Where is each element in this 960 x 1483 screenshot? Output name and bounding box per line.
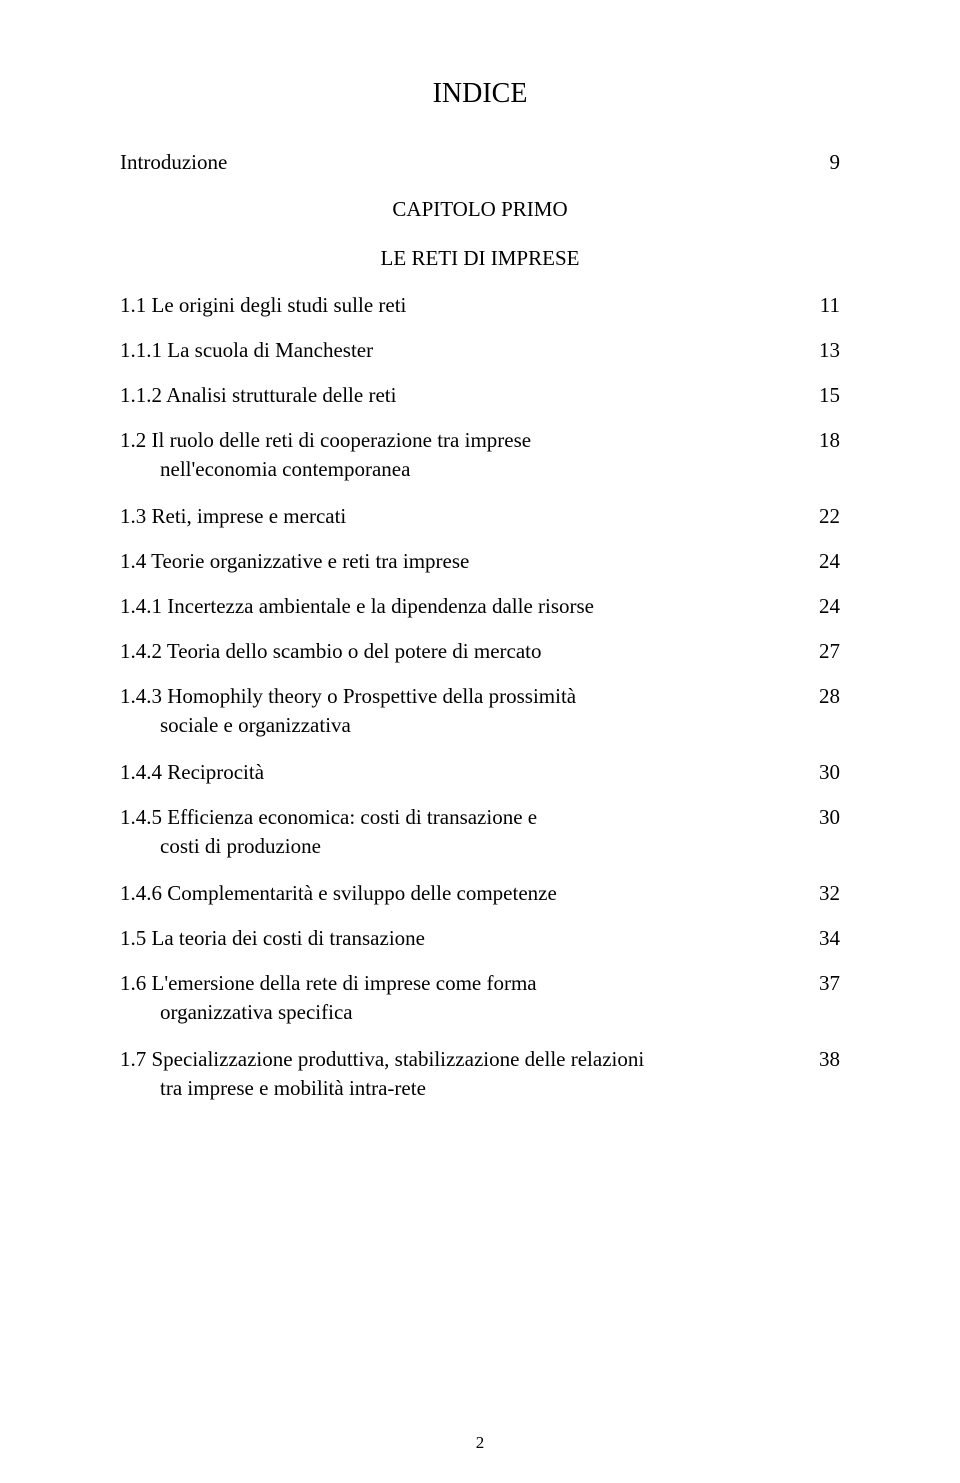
toc-entry: 1.3 Reti, imprese e mercati22: [120, 506, 840, 527]
toc-label: 1.2 Il ruolo delle reti di cooperazione …: [120, 430, 800, 451]
toc-page: 22: [800, 506, 840, 527]
toc-page: 15: [800, 385, 840, 406]
toc-label: 1.1.1 La scuola di Manchester: [120, 340, 800, 361]
toc-entry: 1.4.6 Complementarità e sviluppo delle c…: [120, 883, 840, 904]
toc-entry: 1.2 Il ruolo delle reti di cooperazione …: [120, 430, 840, 451]
toc-label: 1.4.6 Complementarità e sviluppo delle c…: [120, 883, 800, 904]
toc-label: 1.5 La teoria dei costi di transazione: [120, 928, 800, 949]
toc-label: 1.4.1 Incertezza ambientale e la dipende…: [120, 596, 800, 617]
toc-label: Introduzione: [120, 152, 800, 173]
toc-label: 1.3 Reti, imprese e mercati: [120, 506, 800, 527]
page-title: INDICE: [120, 78, 840, 110]
toc-label-continuation: nell'economia contemporanea: [120, 457, 840, 482]
chapter-subtitle: LE RETI DI IMPRESE: [120, 246, 840, 271]
toc-label: 1.4.4 Reciprocità: [120, 762, 800, 783]
toc-page: 9: [800, 152, 840, 173]
document-page: INDICE Introduzione 9 CAPITOLO PRIMO LE …: [0, 0, 960, 1483]
toc-body: 1.1 Le origini degli studi sulle reti111…: [120, 295, 840, 1101]
toc-label: 1.4 Teorie organizzative e reti tra impr…: [120, 551, 800, 572]
toc-page: 24: [800, 596, 840, 617]
toc-page: 13: [800, 340, 840, 361]
toc-label: 1.7 Specializzazione produttiva, stabili…: [120, 1049, 800, 1070]
toc-label: 1.1.2 Analisi strutturale delle reti: [120, 385, 800, 406]
chapter-heading: CAPITOLO PRIMO: [120, 197, 840, 222]
toc-page: 38: [800, 1049, 840, 1070]
toc-label: 1.4.5 Efficienza economica: costi di tra…: [120, 807, 800, 828]
toc-page: 34: [800, 928, 840, 949]
toc-label-continuation: sociale e organizzativa: [120, 713, 840, 738]
toc-page: 28: [800, 686, 840, 707]
toc-entry: 1.4.1 Incertezza ambientale e la dipende…: [120, 596, 840, 617]
page-number: 2: [0, 1433, 960, 1453]
toc-entry: 1.4.4 Reciprocità30: [120, 762, 840, 783]
toc-page: 30: [800, 807, 840, 828]
toc-entry: 1.4 Teorie organizzative e reti tra impr…: [120, 551, 840, 572]
toc-label: 1.4.2 Teoria dello scambio o del potere …: [120, 641, 800, 662]
toc-page: 24: [800, 551, 840, 572]
toc-page: 30: [800, 762, 840, 783]
toc-entry: 1.1.1 La scuola di Manchester13: [120, 340, 840, 361]
toc-entry: 1.1 Le origini degli studi sulle reti11: [120, 295, 840, 316]
toc-label-continuation: organizzativa specifica: [120, 1000, 840, 1025]
chapter-heading-block: CAPITOLO PRIMO LE RETI DI IMPRESE: [120, 197, 840, 271]
toc-entry: 1.6 L'emersione della rete di imprese co…: [120, 973, 840, 994]
toc-label-continuation: costi di produzione: [120, 834, 840, 859]
toc-label: 1.4.3 Homophily theory o Prospettive del…: [120, 686, 800, 707]
toc-page: 27: [800, 641, 840, 662]
toc-page: 18: [800, 430, 840, 451]
toc-entry: 1.1.2 Analisi strutturale delle reti15: [120, 385, 840, 406]
toc-page: 37: [800, 973, 840, 994]
toc-entry: 1.4.5 Efficienza economica: costi di tra…: [120, 807, 840, 828]
toc-page: 11: [800, 295, 840, 316]
toc-label: 1.6 L'emersione della rete di imprese co…: [120, 973, 800, 994]
toc-entry: 1.4.3 Homophily theory o Prospettive del…: [120, 686, 840, 707]
toc-entry-intro: Introduzione 9: [120, 152, 840, 173]
toc-page: 32: [800, 883, 840, 904]
toc-entry: 1.5 La teoria dei costi di transazione34: [120, 928, 840, 949]
toc-entry: 1.4.2 Teoria dello scambio o del potere …: [120, 641, 840, 662]
toc-label: 1.1 Le origini degli studi sulle reti: [120, 295, 800, 316]
toc-entry: 1.7 Specializzazione produttiva, stabili…: [120, 1049, 840, 1070]
toc-label-continuation: tra imprese e mobilità intra-rete: [120, 1076, 840, 1101]
